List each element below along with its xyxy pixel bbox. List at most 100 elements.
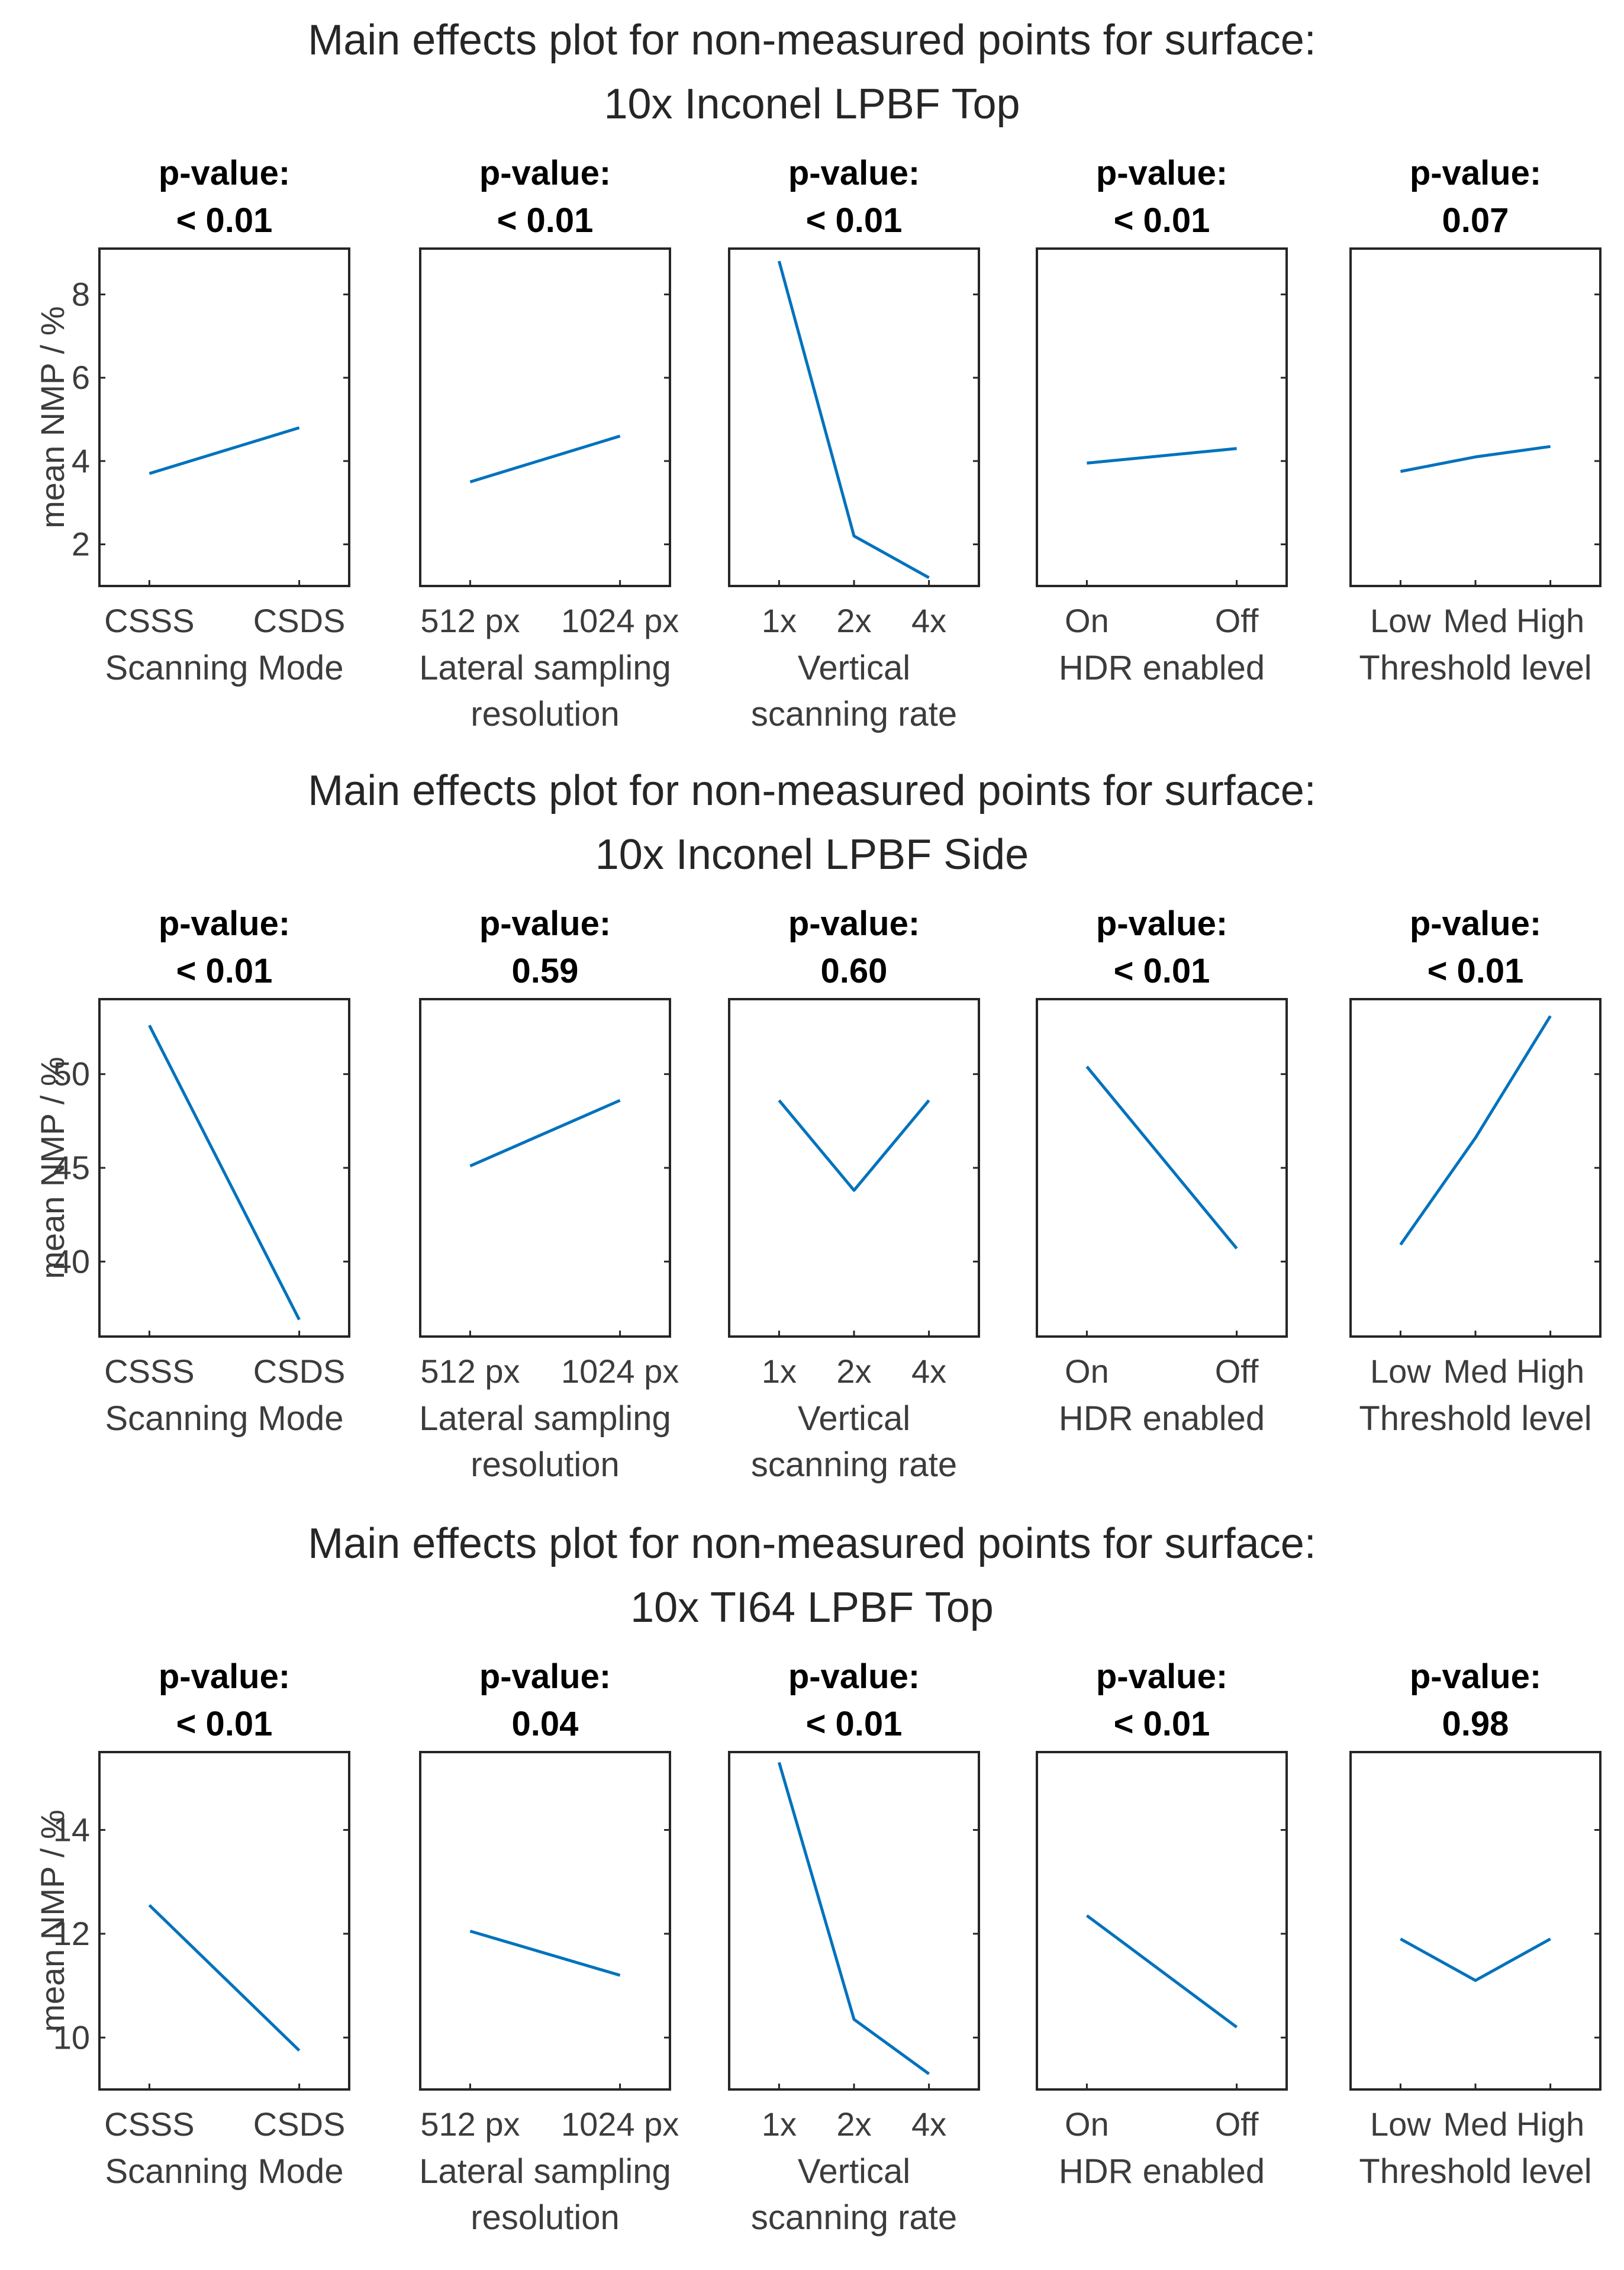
x-tick-label: 512 px xyxy=(420,602,520,639)
p-value: 0.07 xyxy=(1442,201,1509,240)
plot-frame xyxy=(1349,998,1602,1338)
p-value-label: p-value: xyxy=(479,904,611,943)
plot-frame xyxy=(419,1751,671,2091)
effect-line xyxy=(778,1762,930,2075)
x-tick-label: 512 px xyxy=(420,1353,520,1390)
x-axis-label: Lateral sampling xyxy=(419,1399,671,1438)
x-tick-label: Low xyxy=(1370,2105,1431,2143)
effect-panel-2: p-value: 0.04 512 px 1024 px Lateral samplin… xyxy=(419,1657,679,2237)
p-value: 0.60 xyxy=(821,952,888,990)
x-tick-label: Low xyxy=(1370,1353,1431,1390)
effect-line xyxy=(469,1930,621,1977)
effect-panel-1: p-value: < 0.01 CSSS CSDS Scanning Mode 2 4 6 8 xyxy=(72,154,350,687)
x-tick-label: High xyxy=(1516,2105,1584,2143)
p-value-label: p-value: xyxy=(1410,1657,1541,1696)
y-axis-label: mean NMP / % xyxy=(34,1809,71,2032)
chart-subtitle: 10x Inconel LPBF Top xyxy=(604,81,1020,128)
plot-frame xyxy=(98,1751,350,2091)
x-tick-label: 1x xyxy=(762,1353,797,1390)
p-value: < 0.01 xyxy=(1114,952,1210,990)
x-axis-label: Scanning Mode xyxy=(105,2152,343,2191)
chart-title: Main effects plot for non-measured point… xyxy=(308,767,1316,814)
effect-panel-2: p-value: 0.59 512 px 1024 px Lateral samplin… xyxy=(419,904,679,1484)
effect-line xyxy=(1085,1914,1238,2028)
x-axis-label: Threshold level xyxy=(1359,1399,1591,1438)
x-tick-label: 512 px xyxy=(420,2105,520,2143)
x-tick-label: On xyxy=(1065,1353,1109,1390)
x-axis-label: Scanning Mode xyxy=(105,1399,343,1438)
effect-line xyxy=(148,1025,301,1321)
chart-subtitle: 10x TI64 LPBF Top xyxy=(630,1584,994,1631)
x-tick-label: Low xyxy=(1370,602,1431,639)
x-axis-label: resolution xyxy=(471,695,619,733)
y-tick-label: 10 xyxy=(53,2018,90,2056)
x-tick-label: Med xyxy=(1443,2105,1508,2143)
plot-frame xyxy=(1036,247,1288,587)
p-value: < 0.01 xyxy=(1114,1705,1210,1743)
x-axis-label: Vertical xyxy=(798,649,910,687)
chart-block-1: Main effects plot for non-measured point… xyxy=(34,17,1602,733)
p-value-label: p-value: xyxy=(159,1657,290,1696)
p-value-label: p-value: xyxy=(1096,904,1227,943)
x-tick-label: Med xyxy=(1443,1353,1508,1390)
x-tick-label: 1x xyxy=(762,602,797,639)
x-tick-label: CSSS xyxy=(104,602,195,639)
x-tick-label: CSDS xyxy=(253,2105,346,2143)
p-value: 0.59 xyxy=(512,952,579,990)
plot-frame xyxy=(1349,247,1602,587)
plot-frame xyxy=(728,998,980,1338)
p-value: < 0.01 xyxy=(1114,201,1210,240)
x-axis-label: scanning rate xyxy=(751,1445,957,1484)
effect-line xyxy=(777,260,930,579)
p-value: < 0.01 xyxy=(806,1705,903,1743)
p-value: < 0.01 xyxy=(176,201,273,240)
p-value: < 0.01 xyxy=(1428,952,1524,990)
chart-subtitle: 10x Inconel LPBF Side xyxy=(595,831,1029,878)
x-axis-label: resolution xyxy=(471,1445,619,1484)
x-axis-label: HDR enabled xyxy=(1059,1399,1265,1438)
effect-panel-2: p-value: < 0.01 512 px 1024 px Lateral sampl… xyxy=(419,154,679,733)
p-value-label: p-value: xyxy=(788,1657,920,1696)
effect-line xyxy=(1400,1937,1551,1982)
plot-frame xyxy=(1036,1751,1288,2091)
x-tick-label: High xyxy=(1516,602,1584,639)
x-tick-label: 4x xyxy=(911,602,946,639)
x-tick-label: 2x xyxy=(836,1353,871,1390)
effect-line xyxy=(469,1099,621,1168)
p-value-label: p-value: xyxy=(1096,1657,1227,1696)
x-tick-label: 1x xyxy=(762,2105,797,2143)
effect-line xyxy=(469,434,621,484)
effect-line xyxy=(148,1904,301,2052)
x-axis-label: Threshold level xyxy=(1359,649,1591,687)
x-axis-label: resolution xyxy=(471,2198,619,2237)
chart-block-2: Main effects plot for non-measured point… xyxy=(34,767,1602,1484)
effect-panel-5: p-value: < 0.01 Low Med High Threshold level xyxy=(1349,904,1602,1438)
p-value-label: p-value: xyxy=(788,154,920,192)
effect-line xyxy=(1399,1015,1552,1246)
y-tick-label: 40 xyxy=(53,1242,90,1280)
plot-frame xyxy=(728,247,980,587)
y-tick-label: 45 xyxy=(53,1149,90,1186)
x-axis-label: HDR enabled xyxy=(1059,2152,1265,2191)
p-value: < 0.01 xyxy=(176,1705,273,1743)
x-axis-label: scanning rate xyxy=(751,695,957,733)
effect-panel-5: p-value: 0.07 Low Med High Threshold level xyxy=(1349,154,1602,687)
y-tick-label: 12 xyxy=(53,1915,90,1952)
p-value-label: p-value: xyxy=(159,154,290,192)
y-axis-label: mean NMP / % xyxy=(34,306,71,529)
x-tick-label: Off xyxy=(1215,602,1259,639)
x-tick-label: CSSS xyxy=(104,2105,195,2143)
x-tick-label: On xyxy=(1065,602,1109,639)
y-tick-label: 6 xyxy=(72,359,90,396)
effect-line xyxy=(1087,447,1237,465)
x-tick-label: 4x xyxy=(911,1353,946,1390)
x-axis-label: Lateral sampling xyxy=(419,2152,671,2191)
x-tick-label: 1024 px xyxy=(561,2105,679,2143)
plot-frame xyxy=(419,247,671,587)
x-tick-label: Off xyxy=(1215,1353,1259,1390)
p-value-label: p-value: xyxy=(1096,154,1227,192)
x-axis-label: Vertical xyxy=(798,2152,910,2191)
